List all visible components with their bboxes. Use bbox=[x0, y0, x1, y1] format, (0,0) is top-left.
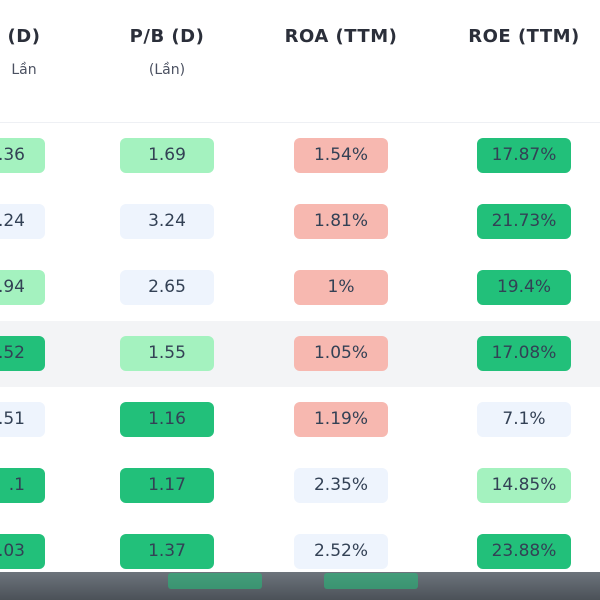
cell-pb: 1.17 bbox=[120, 468, 214, 503]
table-header: (D) Lần P/B (D) (Lần) ROA (TTM) ROE (TTM… bbox=[0, 0, 600, 123]
cell-roa: 1.05% bbox=[294, 336, 388, 371]
cell-pb: 1.37 bbox=[120, 534, 214, 569]
header-title-pe: (D) bbox=[7, 26, 41, 47]
cell-roe: 17.87% bbox=[477, 138, 571, 173]
cell-pb: 1.55 bbox=[120, 336, 214, 371]
cell-pb: 2.65 bbox=[120, 270, 214, 305]
table-row[interactable]: .52 1.55 1.05% 17.08% bbox=[0, 321, 600, 387]
header-title-roe: ROE (TTM) bbox=[468, 26, 580, 47]
table-row[interactable]: .94 2.65 1% 19.4% bbox=[0, 255, 600, 321]
cell-pb: 3.24 bbox=[120, 204, 214, 239]
cell-roa: 1.81% bbox=[294, 204, 388, 239]
cell-roa: 1% bbox=[294, 270, 388, 305]
cell-roe: 23.88% bbox=[477, 534, 571, 569]
table-row[interactable]: .1 1.17 2.35% 14.85% bbox=[0, 453, 600, 519]
cell-roa: 2.52% bbox=[294, 534, 388, 569]
cell-roa: 1.19% bbox=[294, 402, 388, 437]
table-row[interactable]: .03 1.37 2.52% 23.88% bbox=[0, 519, 600, 585]
cell-roe: 19.4% bbox=[477, 270, 571, 305]
partial-cell-shadow bbox=[168, 573, 262, 589]
cell-roe: 21.73% bbox=[477, 204, 571, 239]
cell-pe: .94 bbox=[0, 270, 45, 305]
cell-pe: .51 bbox=[0, 402, 45, 437]
cell-pe: .52 bbox=[0, 336, 45, 371]
cell-pe: .36 bbox=[0, 138, 45, 173]
header-unit-pe: Lần bbox=[11, 62, 37, 78]
cell-roa: 1.54% bbox=[294, 138, 388, 173]
header-title-roa: ROA (TTM) bbox=[284, 26, 398, 47]
cell-pe: .03 bbox=[0, 534, 45, 569]
bottom-overlay-bar bbox=[0, 572, 600, 600]
cell-pb: 1.69 bbox=[120, 138, 214, 173]
cell-pe: .1 bbox=[0, 468, 45, 503]
table-row[interactable]: .24 3.24 1.81% 21.73% bbox=[0, 189, 600, 255]
cell-pb: 1.16 bbox=[120, 402, 214, 437]
table-row[interactable]: .51 1.16 1.19% 7.1% bbox=[0, 387, 600, 453]
table-body: .36 1.69 1.54% 17.87% .24 3.24 1.81% 21.… bbox=[0, 123, 600, 600]
partial-cell-shadow bbox=[324, 573, 418, 589]
cell-roa: 2.35% bbox=[294, 468, 388, 503]
cell-roe: 17.08% bbox=[477, 336, 571, 371]
cell-roe: 7.1% bbox=[477, 402, 571, 437]
cell-pe: .24 bbox=[0, 204, 45, 239]
header-title-pb: P/B (D) bbox=[129, 26, 205, 47]
table-row[interactable]: .36 1.69 1.54% 17.87% bbox=[0, 123, 600, 189]
cell-roe: 14.85% bbox=[477, 468, 571, 503]
header-unit-pb: (Lần) bbox=[148, 62, 186, 78]
